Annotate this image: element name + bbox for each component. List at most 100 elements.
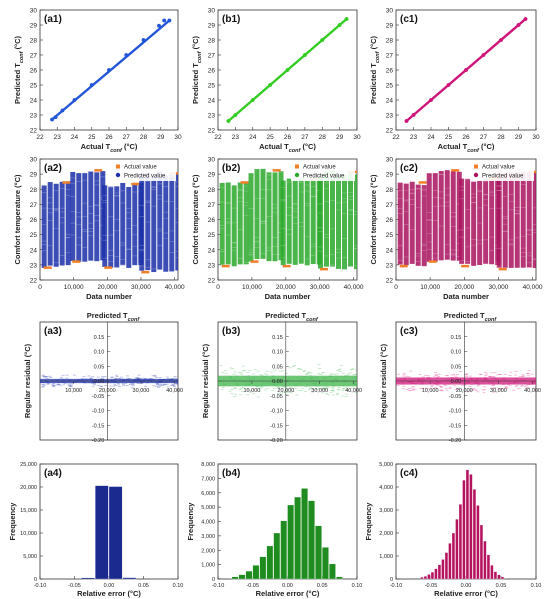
residual-point <box>56 383 60 385</box>
x-tick-label: 0.05 <box>317 583 328 589</box>
residual-point <box>87 375 91 377</box>
data-streak <box>286 181 292 183</box>
residual-point <box>470 389 474 391</box>
data-streak <box>266 247 272 249</box>
data-streak <box>53 190 59 191</box>
chart-title-text: Predicted T <box>265 311 306 320</box>
residual-point <box>159 383 163 385</box>
data-streak <box>169 252 175 253</box>
residual-point <box>326 387 330 389</box>
residual-point <box>341 389 345 391</box>
residual-point <box>337 387 341 389</box>
residual-point <box>171 384 175 386</box>
residual-point <box>52 385 56 387</box>
residual-point <box>483 388 487 390</box>
data-streak <box>526 262 532 264</box>
residual-point <box>135 377 139 379</box>
data-streak <box>450 253 456 255</box>
data-streak <box>336 202 342 204</box>
data-streak <box>336 257 342 259</box>
data-streak <box>450 211 456 213</box>
data-band <box>520 172 526 268</box>
residual-point <box>134 377 138 379</box>
y-tick-label: 1,000 <box>379 554 393 560</box>
data-streak <box>132 234 138 236</box>
actual-value-marker <box>461 264 470 268</box>
data-streak <box>145 266 151 268</box>
y-tick-label: 27 <box>208 202 216 209</box>
residual-point <box>239 394 243 396</box>
data-streak <box>397 212 403 214</box>
data-streak <box>175 185 178 187</box>
data-streak <box>254 217 260 219</box>
data-segment <box>219 181 249 268</box>
data-streak <box>310 255 316 256</box>
residual-point <box>523 386 527 388</box>
residual-point <box>166 378 170 380</box>
residual-point <box>224 372 228 374</box>
chart-title-subscript: conf <box>306 317 319 323</box>
data-streak <box>219 251 225 252</box>
y-tick-label: 0.05 <box>94 364 105 370</box>
y-tick-label: 0.05 <box>451 364 462 370</box>
residual-point <box>259 374 263 376</box>
residual-point <box>465 373 469 375</box>
residual-point <box>331 390 335 391</box>
data-streak <box>272 236 278 238</box>
residual-point <box>436 376 440 378</box>
residual-point <box>233 387 237 389</box>
residual-point <box>337 389 341 391</box>
data-point <box>89 82 94 87</box>
data-streak <box>292 203 298 204</box>
residual-point <box>341 372 345 374</box>
residual-point <box>220 389 224 391</box>
data-streak <box>132 224 138 226</box>
data-streak <box>532 232 536 233</box>
y-axis-title-text: Predicted T <box>13 63 22 104</box>
data-streak <box>145 259 151 261</box>
data-streak <box>496 185 502 186</box>
data-point <box>50 117 55 122</box>
residual-point <box>454 388 458 390</box>
data-point <box>446 82 451 87</box>
residual-point <box>245 388 249 390</box>
data-streak <box>432 190 438 191</box>
residual-point <box>103 376 107 378</box>
x-tick-label: 40,000 <box>345 388 362 394</box>
histogram-bar <box>472 489 477 580</box>
x-tick-label: 25 <box>267 134 275 141</box>
x-tick-label: 40,000 <box>524 388 541 394</box>
data-streak <box>465 227 471 229</box>
data-point <box>162 18 167 23</box>
residual-point <box>47 383 51 385</box>
histogram-bar <box>430 571 435 580</box>
data-streak <box>526 234 532 235</box>
y-tick-label: 27 <box>30 53 38 60</box>
data-band <box>330 170 336 267</box>
x-tick-label: 23 <box>410 134 418 141</box>
x-tick-label: 0.10 <box>352 583 363 589</box>
data-streak <box>403 190 409 191</box>
y-tick-label: 0.15 <box>94 335 105 341</box>
data-streak <box>132 191 138 193</box>
data-streak <box>483 181 489 182</box>
data-streak <box>310 195 316 197</box>
histogram-bar <box>476 505 480 580</box>
data-streak <box>102 202 108 203</box>
data-streak <box>126 217 132 219</box>
residual-point <box>61 384 65 386</box>
data-band <box>70 172 76 261</box>
data-streak <box>47 212 53 214</box>
data-streak <box>444 244 450 246</box>
x-axis-title-text: Actual T <box>81 142 111 151</box>
y-axis-title-text: Predicted T <box>191 63 200 104</box>
legend-label: Predicted value <box>303 174 345 180</box>
data-band <box>354 174 357 270</box>
data-streak <box>102 195 108 197</box>
data-band <box>254 169 260 259</box>
residual-point <box>231 368 235 370</box>
data-streak <box>280 186 286 188</box>
data-point <box>250 97 255 102</box>
x-tick-label: 20,000 <box>99 388 116 394</box>
data-streak <box>415 253 421 254</box>
